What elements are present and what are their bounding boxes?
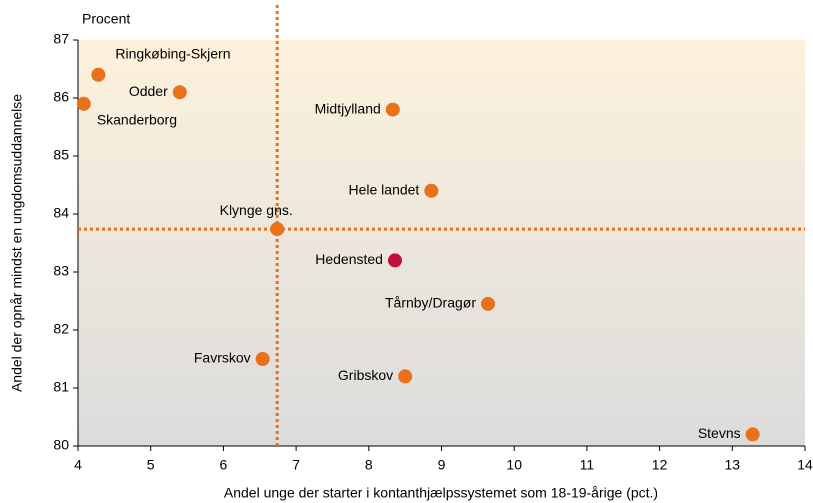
- point: [255, 352, 270, 366]
- y-unit-label: Procent: [82, 11, 130, 27]
- point: [91, 67, 106, 82]
- point: [385, 102, 400, 117]
- y-tick-label: 84: [53, 205, 69, 221]
- point-label: Odder: [129, 83, 168, 99]
- point: [387, 253, 402, 268]
- point-label: Ringkøbing-Skjern: [115, 46, 230, 62]
- point-label: Gribskov: [338, 367, 393, 383]
- x-tick-label: 7: [292, 457, 300, 473]
- x-tick-label: 10: [506, 457, 522, 473]
- plot-background: [78, 40, 805, 446]
- point-label: Klynge gns.: [220, 202, 293, 218]
- y-tick-label: 80: [53, 437, 69, 453]
- point-label: Skanderborg: [97, 112, 177, 128]
- point-label: Stevns: [698, 425, 741, 441]
- x-tick-label: 12: [652, 457, 668, 473]
- y-tick-label: 86: [53, 89, 69, 105]
- point: [745, 427, 760, 442]
- y-tick-label: 83: [53, 263, 69, 279]
- x-tick-label: 5: [147, 457, 155, 473]
- x-tick-label: 4: [74, 457, 82, 473]
- x-tick-label: 8: [365, 457, 373, 473]
- y-axis-label: Andel der opnår mindst en ungdomsuddanne…: [9, 94, 25, 392]
- y-tick-label: 87: [53, 31, 69, 47]
- x-tick-label: 11: [580, 457, 595, 473]
- point: [398, 369, 413, 384]
- point: [424, 183, 439, 198]
- point: [270, 222, 285, 237]
- x-axis-label: Andel unge der starter i kontanthjælpssy…: [224, 485, 658, 501]
- point-label: Hele landet: [348, 182, 419, 198]
- x-tick-label: 9: [438, 457, 446, 473]
- point: [172, 85, 187, 100]
- point-label: Midtjylland: [315, 100, 381, 116]
- y-tick-label: 81: [53, 379, 69, 395]
- x-tick-label: 13: [725, 457, 741, 473]
- point: [76, 96, 91, 111]
- y-tick-label: 82: [53, 321, 69, 337]
- point-label: Favrskov: [194, 350, 251, 366]
- point: [481, 296, 496, 311]
- point-label: Hedensted: [315, 251, 383, 267]
- x-tick-label: 14: [797, 457, 813, 473]
- point-label: Tårnby/Dragør: [385, 295, 476, 311]
- x-tick-label: 6: [220, 457, 228, 473]
- y-tick-label: 85: [53, 147, 69, 163]
